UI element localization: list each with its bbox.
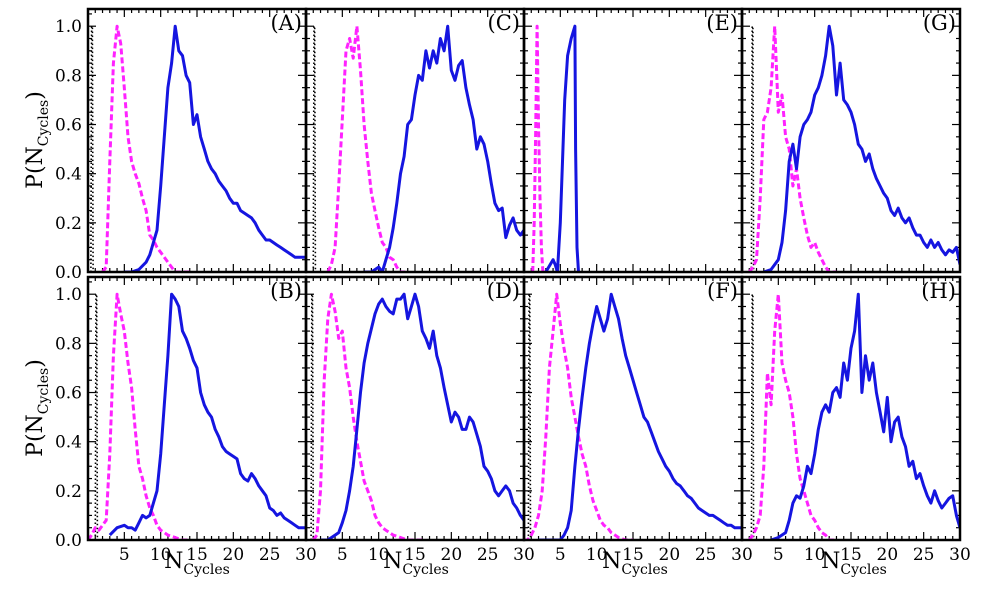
x-axis-title-4: NCycles [821,549,887,578]
y-tick-label: 0.4 [55,165,82,185]
x-axis-title-3: NCycles [602,549,668,578]
series-line-dashed-magenta [326,24,408,272]
panel-c: (C) [304,7,526,274]
y-tick-label: 0.2 [55,482,82,502]
panel-label: (G) [923,11,956,35]
series-line-dashed-magenta [748,292,837,540]
panel-label: (A) [270,11,302,35]
y-tick-label: 0.0 [55,531,82,551]
series-line-solid-blue [763,24,960,272]
series-line-dashed-magenta [101,24,190,272]
series-group [748,292,960,540]
y-tick-label: 0.8 [55,334,82,354]
x-tick-label: 15 [404,545,426,565]
series-group [88,292,306,540]
series-line-dotted-black [750,293,755,540]
x-tick-label: 30 [295,545,317,565]
y-axis-title-bottom: P(NCycles) [23,359,52,457]
series-line-dotted-black [312,25,317,272]
panel-f: (F) 5 10 15 20 25 30 [522,275,753,565]
y-tick-label: 0.8 [55,66,82,86]
panel-label: (C) [488,11,520,35]
series-line-dashed-magenta [88,292,190,540]
panel-g: (G) [740,7,962,274]
panel-label: (F) [707,279,738,303]
panel-e: (E) [522,7,744,274]
series-line-solid-blue [364,24,524,272]
x-tick-label: 15 [840,545,862,565]
series-line-dotted-black [310,293,315,540]
x-tick-label: 5 [119,545,130,565]
x-tick-label: 20 [223,545,245,565]
y-tick-label: 0.6 [55,116,82,136]
series-line-solid-blue [770,292,960,540]
x-tick-label: 30 [949,545,971,565]
x-tick-label: 20 [877,545,899,565]
y-tick-label: 0.6 [55,384,82,404]
panel-frame [304,7,526,274]
x-tick-label: 10 [368,545,390,565]
y-tick-label: 1.0 [55,17,82,37]
x-tick-label: 10 [150,545,172,565]
panel-a: (A) 0.0 0.2 0.4 0.6 0.8 1.0 [55,7,308,283]
x-axis-title-1: NCycles [164,549,230,578]
series-group [312,24,524,272]
x-axis-title-2: NCycles [383,549,449,578]
x-tick-label: 25 [477,545,499,565]
panel-b: (B) 0.0 0.2 0.4 0.6 0.8 1.0 5 10 15 20 25 30 [55,275,317,565]
panels-group: (A) 0.0 0.2 0.4 0.6 0.8 1.0 (B) 0.0 0.2 0.4 0.6 0.8 1… [55,7,971,565]
series-line-dashed-magenta [312,292,423,540]
x-tick-label: 30 [513,545,535,565]
panel-h: (H) 5 10 15 20 25 30 [740,275,971,565]
series-group [531,24,580,272]
x-tick-label: 10 [804,545,826,565]
panel-frame [740,7,962,274]
y-tick-label: 0.2 [55,214,82,234]
x-tick-label: 25 [913,545,935,565]
series-line-dotted-black [527,293,532,540]
panel-frame [522,7,744,274]
x-tick-label: 5 [555,545,566,565]
x-tick-label: 25 [695,545,717,565]
x-tick-label: 15 [622,545,644,565]
x-tick-label: 20 [659,545,681,565]
x-tick-label: 25 [259,545,281,565]
panel-frame [86,7,308,274]
series-line-dotted-black [750,25,755,272]
y-tick-label: 0.0 [55,263,82,283]
series-group [524,292,742,540]
series-line-solid-blue [538,292,742,540]
series-line-solid-blue [108,292,306,537]
panel-frame [304,275,526,542]
panel-label: (E) [706,11,738,35]
x-tick-label: 15 [186,545,208,565]
panel-frame [740,275,962,542]
series-group [310,292,524,540]
series-line-dotted-black [94,293,99,540]
x-tick-label: 20 [441,545,463,565]
series-line-solid-blue [124,24,306,272]
y-tick-label: 1.0 [55,285,82,305]
x-tick-label: 5 [337,545,348,565]
panel-label: (H) [921,279,956,303]
series-line-dashed-magenta [531,24,545,272]
panel-label: (B) [270,279,302,303]
series-line-dashed-magenta [748,24,837,272]
series-group [90,24,306,272]
x-tick-label: 10 [586,545,608,565]
y-tick-label: 0.4 [55,433,82,453]
x-tick-label: 30 [731,545,753,565]
series-line-solid-blue [320,292,524,540]
panel-frame [522,275,744,542]
panel-d: (D) 5 10 15 20 25 30 [304,275,535,565]
series-line-solid-blue [544,24,580,272]
panel-label: (D) [487,279,520,303]
y-axis-title-top: P(NCycles) [23,91,52,189]
series-group [748,24,960,272]
x-tick-label: 5 [773,545,784,565]
